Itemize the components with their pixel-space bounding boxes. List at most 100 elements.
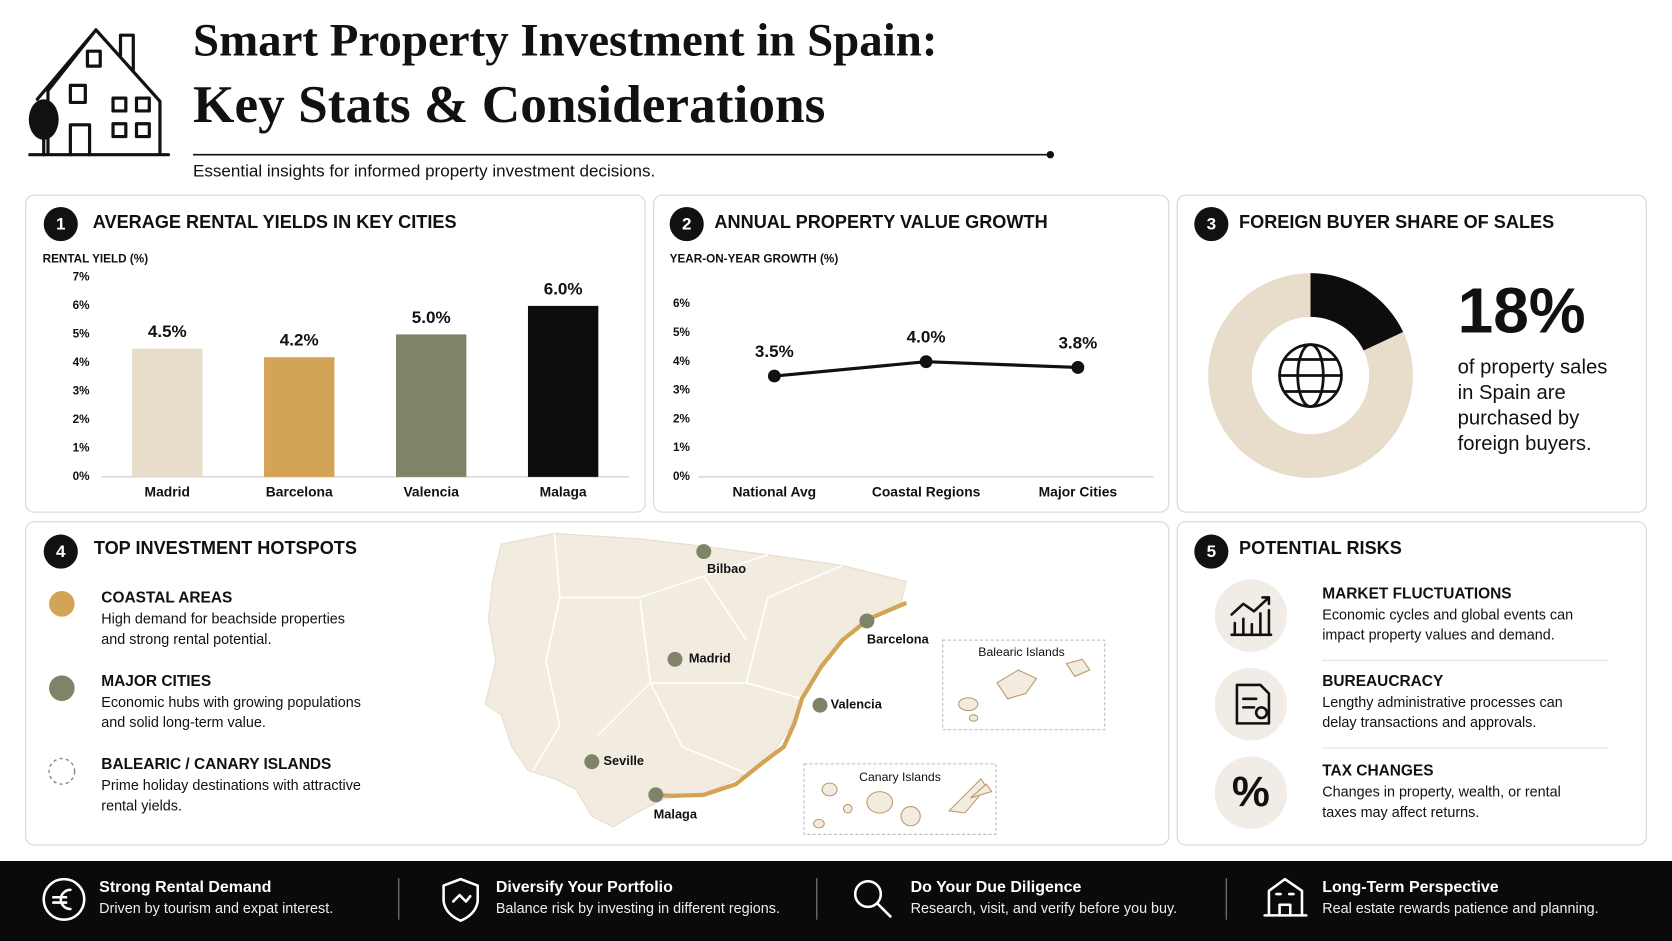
footer-text: Real estate rewards patience and plannin… — [1322, 901, 1598, 917]
point — [767, 369, 781, 383]
rule-dot — [1046, 150, 1055, 159]
value-label: 4.2% — [280, 331, 319, 350]
value-label: 4.5% — [148, 322, 187, 341]
icon-bg — [1214, 667, 1288, 741]
item-title: COASTAL AREAS — [101, 590, 232, 607]
badge — [43, 534, 78, 569]
value-label: 4.0% — [907, 328, 946, 347]
legend-marker — [49, 675, 75, 701]
footer-text: Driven by tourism and expat interest. — [99, 901, 333, 917]
city-label: Barcelona — [867, 632, 930, 647]
y-tick-label: 0% — [73, 470, 91, 483]
panel-title: ANNUAL PROPERTY VALUE GROWTH — [714, 212, 1047, 232]
share-value: 18% — [1458, 275, 1586, 347]
x-tick-label: Malaga — [540, 484, 587, 500]
value-label: 5.0% — [412, 308, 451, 327]
panel-title: AVERAGE RENTAL YIELDS IN KEY CITIES — [93, 212, 457, 232]
risk-text: impact property values and demand. — [1322, 628, 1554, 644]
x-tick-label: Coastal Regions — [872, 484, 981, 500]
globe-icon — [1278, 343, 1343, 408]
city-label: Bilbao — [707, 561, 746, 576]
title-line-1: Smart Property Investment in Spain: — [193, 15, 937, 67]
item-text: Prime holiday destinations with attracti… — [101, 778, 361, 794]
city-dot — [696, 544, 712, 560]
line-chart: 0% 1% 2% 3% 4% 5% 6% 3.5% National Avg 4.0% Coasta… — [673, 297, 1154, 500]
footer-text: Research, visit, and verify before you b… — [911, 901, 1178, 917]
risk-title: MARKET FLUCTUATIONS — [1322, 585, 1511, 602]
donut-chart — [1310, 273, 1404, 351]
y-tick-label: 3% — [673, 384, 691, 397]
title-line-2: Key Stats & Considerations — [193, 74, 825, 134]
risk-title: BUREAUCRACY — [1322, 673, 1444, 690]
y-tick-label: 2% — [673, 412, 691, 425]
y-tick-label: 1% — [673, 441, 691, 454]
city-dot — [648, 787, 664, 803]
island-label: Balearic Islands — [978, 645, 1064, 659]
value-label: 3.8% — [1058, 333, 1097, 352]
city-label: Madrid — [689, 651, 731, 666]
share-description: of property sales in Spain are purchased b… — [1458, 356, 1608, 455]
item-text: Economic hubs with growing populations — [101, 695, 361, 711]
bar — [527, 305, 599, 477]
badge-number: 1 — [56, 215, 65, 234]
x-tick-label: Valencia — [403, 484, 459, 500]
city-dot — [812, 697, 828, 713]
city-label: Valencia — [831, 697, 883, 712]
city-label: Malaga — [654, 806, 698, 821]
city-dot — [859, 613, 875, 629]
legend-marker — [49, 591, 75, 617]
hotspot-list: COASTAL AREAS High demand for beachside p… — [101, 590, 361, 815]
value-label: 3.5% — [755, 342, 794, 361]
footer-title: Long-Term Perspective — [1322, 879, 1499, 896]
panel — [1176, 521, 1648, 846]
value-label: 6.0% — [544, 279, 583, 298]
donut-slice — [1310, 273, 1404, 351]
bar — [396, 334, 467, 477]
risk-text: Changes in property, wealth, or rental — [1322, 784, 1561, 800]
badge — [1194, 206, 1229, 242]
city-label: Seville — [604, 753, 645, 768]
badge — [1194, 534, 1229, 569]
risk-title: TAX CHANGES — [1322, 762, 1433, 779]
y-tick-label: 1% — [73, 441, 91, 454]
y-tick-label: 6% — [73, 299, 91, 312]
item-title: BALEARIC / CANARY ISLANDS — [101, 756, 331, 773]
item-text: rental yields. — [101, 798, 182, 814]
y-tick-label: 4% — [73, 356, 91, 369]
y-tick-label: 6% — [673, 297, 691, 310]
x-tick-label: National Avg — [732, 484, 816, 500]
risk-list: MARKET FLUCTUATIONS Economic cycles and g… — [1322, 585, 1573, 820]
badge-number: 3 — [1207, 215, 1216, 234]
x-tick-label: Madrid — [145, 484, 190, 500]
item-text: and strong rental potential. — [101, 632, 271, 648]
badge — [43, 206, 78, 242]
y-axis-label: RENTAL YIELD (%) — [43, 252, 149, 265]
item-title: MAJOR CITIES — [101, 673, 211, 690]
icon-bg — [1214, 579, 1288, 652]
description-line: of property sales — [1458, 356, 1608, 378]
spain-map — [484, 532, 1106, 835]
footer-title: Strong Rental Demand — [99, 879, 271, 896]
map-labels: Bilbao Madrid Barcelona Valencia Seville Mala… — [584, 544, 1065, 821]
bar — [264, 357, 335, 477]
risk-text: Lengthy administrative processes can — [1322, 695, 1562, 711]
footer-title: Diversify Your Portfolio — [496, 879, 673, 896]
svg-text:%: % — [1232, 768, 1270, 816]
panel-title: TOP INVESTMENT HOTSPOTS — [94, 538, 357, 558]
panel-title: FOREIGN BUYER SHARE OF SALES — [1239, 212, 1554, 232]
city-dot — [584, 754, 600, 770]
item-text: and solid long-term value. — [101, 715, 266, 731]
y-tick-label: 5% — [73, 327, 91, 340]
footer-icons — [42, 877, 1308, 923]
icon-bg — [1214, 756, 1288, 829]
panel — [653, 194, 1170, 513]
description-line: foreign buyers. — [1458, 433, 1592, 455]
tree-icon — [28, 99, 59, 140]
risk-text: delay transactions and approvals. — [1322, 715, 1536, 731]
y-tick-label: 3% — [73, 384, 91, 397]
x-tick-label: Major Cities — [1039, 484, 1118, 500]
city-dot — [667, 651, 683, 667]
y-tick-label: 7% — [73, 270, 91, 283]
